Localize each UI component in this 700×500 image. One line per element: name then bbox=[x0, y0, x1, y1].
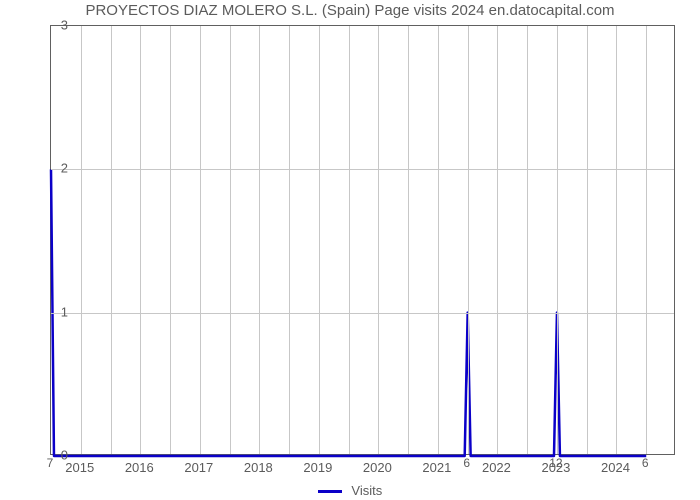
data-label: 12 bbox=[549, 456, 562, 470]
line-series-visits bbox=[51, 26, 676, 456]
y-tick-label: 2 bbox=[50, 161, 68, 176]
gridline-v bbox=[527, 26, 528, 454]
x-tick-label: 2024 bbox=[601, 460, 630, 475]
x-tick-label: 2022 bbox=[482, 460, 511, 475]
gridline-v bbox=[319, 26, 320, 454]
chart-title: PROYECTOS DIAZ MOLERO S.L. (Spain) Page … bbox=[0, 2, 700, 19]
gridline-v bbox=[170, 26, 171, 454]
y-tick-label: 1 bbox=[50, 304, 68, 319]
gridline-v bbox=[587, 26, 588, 454]
gridline-h bbox=[51, 313, 674, 314]
x-tick-label: 2017 bbox=[184, 460, 213, 475]
x-tick-label: 2020 bbox=[363, 460, 392, 475]
gridline-v bbox=[468, 26, 469, 454]
legend-label: Visits bbox=[351, 483, 382, 498]
gridline-v bbox=[378, 26, 379, 454]
legend: Visits bbox=[0, 483, 700, 498]
gridline-v bbox=[408, 26, 409, 454]
x-tick-label: 2015 bbox=[65, 460, 94, 475]
gridline-v bbox=[349, 26, 350, 454]
legend-swatch bbox=[318, 490, 342, 493]
x-tick-label: 2021 bbox=[422, 460, 451, 475]
x-tick-label: 2019 bbox=[303, 460, 332, 475]
x-tick-label: 2016 bbox=[125, 460, 154, 475]
data-label: 6 bbox=[642, 456, 649, 470]
gridline-v bbox=[438, 26, 439, 454]
gridline-v bbox=[200, 26, 201, 454]
gridline-v bbox=[111, 26, 112, 454]
plot-area bbox=[50, 25, 675, 455]
x-tick-label: 2018 bbox=[244, 460, 273, 475]
gridline-v bbox=[646, 26, 647, 454]
y-tick-label: 3 bbox=[50, 18, 68, 33]
chart-container: PROYECTOS DIAZ MOLERO S.L. (Spain) Page … bbox=[0, 0, 700, 500]
gridline-v bbox=[81, 26, 82, 454]
gridline-v bbox=[230, 26, 231, 454]
data-label: 7 bbox=[47, 456, 54, 470]
gridline-v bbox=[497, 26, 498, 454]
data-label: 6 bbox=[463, 456, 470, 470]
plot-wrap bbox=[50, 25, 675, 455]
gridline-v bbox=[557, 26, 558, 454]
gridline-v bbox=[259, 26, 260, 454]
gridline-v bbox=[140, 26, 141, 454]
gridline-v bbox=[289, 26, 290, 454]
gridline-h bbox=[51, 169, 674, 170]
gridline-v bbox=[616, 26, 617, 454]
